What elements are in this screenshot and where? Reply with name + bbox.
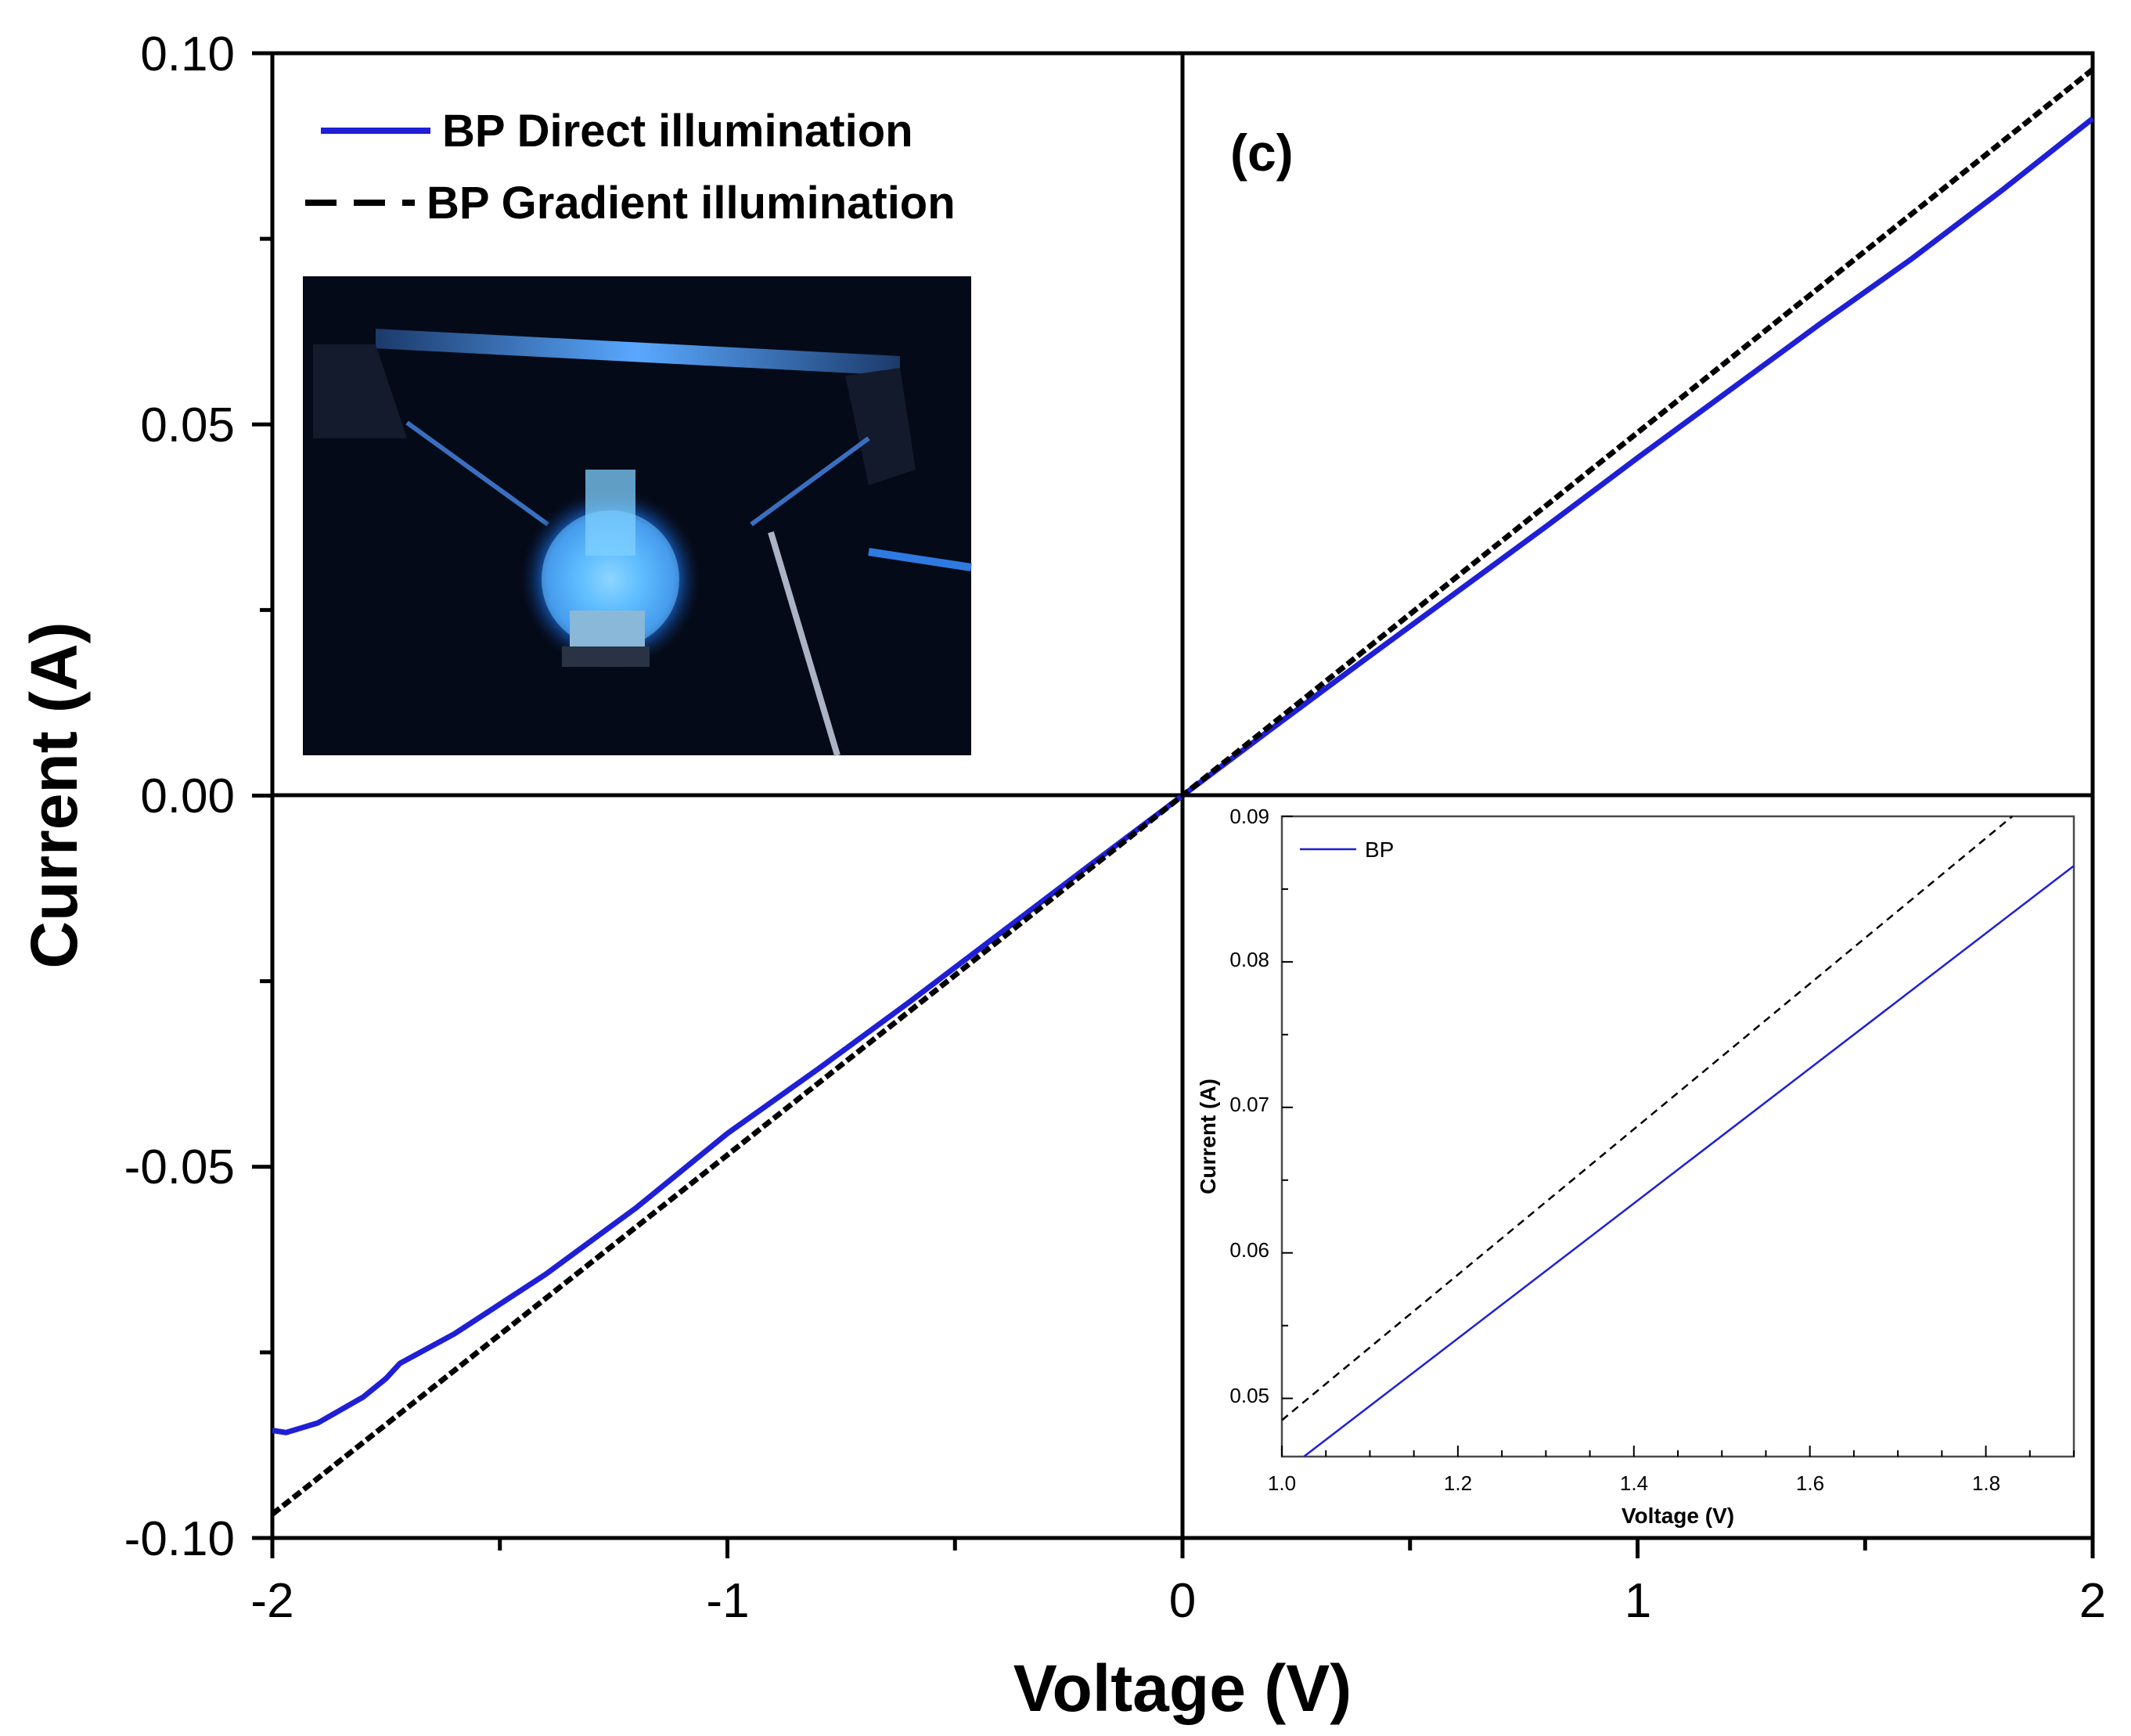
x-tick-label: -2 — [250, 1574, 293, 1628]
inset-chart: 0.05 0.06 0.07 0.08 0.09 1.0 1.2 1.4 1.6… — [1196, 805, 2075, 1528]
device-photo — [303, 276, 972, 757]
inset-series-line-bp — [1303, 865, 2075, 1457]
y-axis-title: Current (A) — [17, 621, 91, 968]
y-tick-label: -0.05 — [124, 1140, 235, 1194]
x-tick-label: -1 — [706, 1574, 749, 1628]
series-line-bp-direct — [272, 116, 2095, 1435]
y-tick-labels: 0.10 0.05 0.00 -0.05 -0.10 — [124, 27, 235, 1566]
inset-y-tick-label: 0.09 — [1229, 805, 1269, 828]
inset-series-line-gradient — [1281, 816, 2014, 1421]
y-tick-label: 0.00 — [140, 769, 235, 823]
inset-y-tick-labels: 0.05 0.06 0.07 0.08 0.09 — [1229, 805, 1269, 1407]
x-axis-title: Voltage (V) — [1013, 1651, 1352, 1725]
x-tick-label: 0 — [1169, 1574, 1196, 1628]
inset-frame — [1280, 815, 2075, 1458]
legend-label-bp-direct: BP Direct illumination — [442, 106, 913, 157]
legend: BP Direct illumination BP Gradient illum… — [305, 106, 956, 229]
inset-x-tick-label: 1.8 — [1972, 1471, 2000, 1495]
inset-y-tick-label: 0.08 — [1229, 948, 1269, 971]
x-tick-label: 2 — [2079, 1574, 2106, 1628]
y-tick-label: -0.10 — [124, 1512, 235, 1566]
inset-x-tick-label: 1.6 — [1796, 1471, 1824, 1495]
panel-label: (c) — [1230, 124, 1294, 182]
inset-y-tick-label: 0.07 — [1229, 1093, 1269, 1116]
y-tick-label: 0.05 — [140, 398, 235, 452]
y-tick-label: 0.10 — [140, 27, 235, 81]
legend-label-bp-gradient: BP Gradient illumination — [427, 178, 956, 229]
inset-x-tick-label: 1.0 — [1268, 1471, 1296, 1495]
tick-marks — [252, 51, 2095, 1558]
inset-y-tick-label: 0.06 — [1229, 1238, 1269, 1262]
inset-y-tick-label: 0.05 — [1229, 1384, 1269, 1407]
inset-x-axis-title: Voltage (V) — [1622, 1504, 1734, 1528]
x-tick-labels: -2 -1 0 1 2 — [250, 1574, 2106, 1628]
inset-y-axis-title: Current (A) — [1196, 1079, 1220, 1194]
inset-legend-label-bp: BP — [1365, 837, 1394, 862]
inset-x-tick-label: 1.2 — [1444, 1471, 1472, 1495]
series-line-bp-gradient — [270, 67, 2095, 1517]
inset-x-tick-label: 1.4 — [1620, 1471, 1648, 1495]
x-tick-label: 1 — [1625, 1574, 1651, 1628]
inset-tick-marks — [1281, 816, 2075, 1457]
inset-x-tick-labels: 1.0 1.2 1.4 1.6 1.8 — [1268, 1471, 2000, 1495]
